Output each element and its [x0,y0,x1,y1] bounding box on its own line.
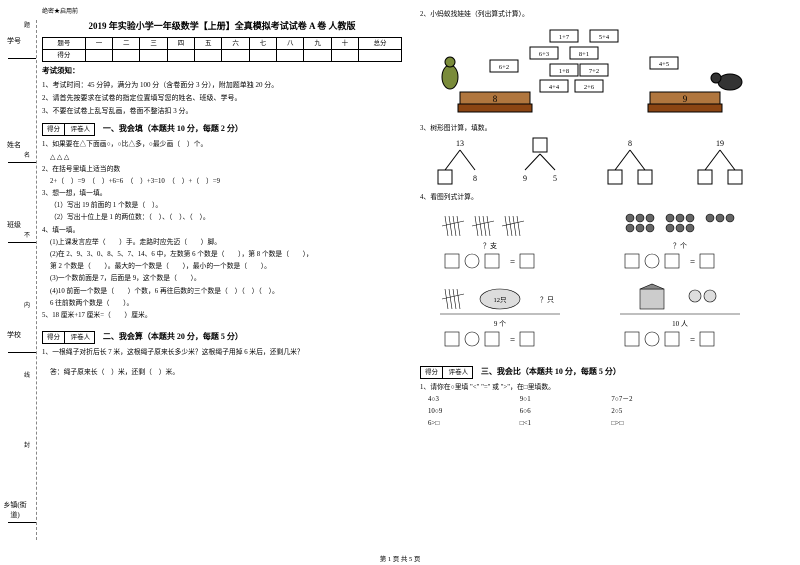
svg-text:？个: ？个 [673,242,687,250]
side-label-class: 班级 [4,220,24,230]
side-underline [8,162,36,163]
svg-text:9 个: 9 个 [494,320,506,328]
section-3-header: 得分 评卷人 三、我会比（本题共 10 分，每题 5 分） [420,362,780,381]
fold-mark: 内 [24,300,30,309]
svg-text:5: 5 [553,174,557,183]
svg-text:8: 8 [493,94,498,104]
svg-text:？支: ？支 [483,241,497,250]
ant-diagram: 8 9 1+7 5+4 6+3 6+2 8+1 1+8 4+5 4+4 2+6 … [420,22,770,122]
q4-l6: 6 往前数两个数是（ ）。 [50,299,402,309]
section-title: 三、我会比（本题共 10 分，每题 5 分） [481,367,621,376]
q1-shapes: △ △ △ [50,153,402,163]
svg-text:9: 9 [523,174,527,183]
side-label-id: 学号 [4,36,24,46]
q3: 3、想一想，填一填。 [42,189,402,199]
right-column: 2、小蚂蚁找娃娃（列出算式计算）。 8 9 1+7 5+4 6+3 6+2 8+… [420,8,780,431]
fold-mark: 不 [24,230,30,239]
svg-text:6+3: 6+3 [539,51,549,58]
s3-row: 6>□ □<1 □>□ [428,419,780,429]
svg-text:=: = [510,257,515,267]
s3-q1: 1、请你在○里填 "<" "=" 或 ">"，在□里填数。 [420,383,780,393]
side-underline [8,58,36,59]
svg-text:8: 8 [628,139,632,148]
q2-line: 2+（ ）=9 （ ）+6=6 （ ）+3=10 （ ）+（ ）=9 [50,177,402,187]
side-label-name: 姓名 [4,140,24,150]
instruction-item: 3、不要在试卷上乱写乱画，卷面不整洁扣 3 分。 [42,106,402,117]
instruction-item: 2、请首先按要求在试卷的指定位置填写您的姓名、班级、学号。 [42,93,402,104]
q4: 4、填一填。 [42,226,402,236]
left-column: 绝密★启用前 2019 年实验小学一年级数学【上册】全真模拟考试试卷 A 卷 人… [42,8,402,381]
fold-mark: 封 [24,440,30,449]
svg-text:9: 9 [683,94,688,104]
svg-text:6+2: 6+2 [499,64,509,71]
side-label-school: 学校 [4,330,24,340]
s2-q4: 4、看图列式计算。 [420,193,780,203]
s2-q1-ans: 答：绳子原来长（ ）米，还剩（ ）米。 [50,368,402,378]
page-footer: 第 1 页 共 5 页 [0,553,800,563]
svg-text:8+1: 8+1 [579,51,589,58]
side-underline [8,522,36,523]
side-label-town: 乡镇(街道) [0,500,30,520]
tree-diagram: 13 8 9 5 8 19 [420,136,770,191]
svg-text:10 人: 10 人 [672,320,688,328]
score-table: 题号 一 二 三 四 五 六 七 八 九 十 总分 得分 [42,37,402,62]
section-1-header: 得分 评卷人 一、我会填（本题共 10 分，每题 2 分） [42,119,402,138]
picture-problems: ？支 = ？个 = 12只 ？只 9 个 = [420,206,770,356]
section-title: 二、我会算（本题共 20 分，每题 5 分） [103,332,243,341]
q2: 2、在括号里填上适当的数 [42,165,402,175]
instruction-item: 1、考试时间：45 分钟，满分为 100 分（含卷面分 3 分），附加题单独 2… [42,80,402,91]
fold-mark: 名 [24,150,30,159]
side-underline [8,352,36,353]
page-content: 绝密★启用前 2019 年实验小学一年级数学【上册】全真模拟考试试卷 A 卷 人… [42,8,792,556]
scorebox: 得分 评卷人 [42,123,95,136]
svg-text:2+6: 2+6 [584,84,595,91]
svg-text:8: 8 [473,174,477,183]
svg-text:1+8: 1+8 [559,68,569,75]
q3-l1: （1）写出 19 前面的 1 个数是（ ）。 [50,201,402,211]
q4-l2: (2)在 2、9、3、0、8、5、7、14、6 中，左数第 6 个数是（ ），第… [50,250,402,260]
svg-text:=: = [510,335,515,345]
svg-text:=: = [690,335,695,345]
fold-mark: 线 [24,370,30,379]
exam-title: 2019 年实验小学一年级数学【上册】全真模拟考试试卷 A 卷 人教版 [42,20,402,33]
q4-l1: (1)上课发言应举（ ）手。走路时应先迈（ ）脚。 [50,238,402,248]
svg-text:5+4: 5+4 [599,34,610,41]
q4-l5: (4)10 前面一个数是（ ）个数，6 再往后数的三个数是（ ）（ ）（ ）。 [50,287,402,297]
s2-q3: 3、树形图计算，填数。 [420,124,780,134]
fold-mark: 题 [24,20,30,29]
q3-l2: （2）写出十位上是 1 的两位数：（ ）、（ ）、（ ）。 [50,213,402,223]
q4-l3: 第 2 个数是（ ）。最大的一个数是（ ），最小的一个数是（ ）。 [50,262,402,272]
s2-q1: 1、一根绳子对折后长 7 米，这根绳子原来长多少米？这根绳子用掉 6 米后，还剩… [42,348,402,358]
svg-text:19: 19 [716,139,724,148]
svg-text:1+7: 1+7 [559,34,570,41]
q5: 5、18 厘米+17 厘米=（ ）厘米。 [42,311,402,321]
confidential-tag: 绝密★启用前 [42,8,402,16]
side-underline [8,242,36,243]
section-2-header: 得分 评卷人 二、我会算（本题共 20 分，每题 5 分） [42,327,402,346]
section-title: 一、我会填（本题共 10 分，每题 2 分） [103,124,243,133]
s3-row: 10○9 6○6 2○5 [428,407,780,417]
scorebox: 得分 评卷人 [420,366,473,379]
svg-text:13: 13 [456,139,464,148]
svg-text:4+5: 4+5 [659,61,669,68]
binding-sidebar: 学号 姓名 班级 学校 乡镇(街道) 题 名 不 内 线 封 [0,0,42,565]
svg-text:12只: 12只 [494,296,508,304]
svg-text:4+4: 4+4 [549,84,560,91]
svg-text:？只: ？只 [540,296,554,304]
fold-line [36,20,37,540]
q4-l4: (3)一个数前面是 7，后面是 9，这个数是（ ）。 [50,274,402,284]
table-row: 得分 [43,50,402,62]
s3-row: 4○3 9○1 7○7－2 [428,395,780,405]
table-row: 题号 一 二 三 四 五 六 七 八 九 十 总分 [43,37,402,49]
scorebox: 得分 评卷人 [42,331,95,344]
q1: 1、如果要在△下面画○，○比△多，○最少画（ ）个。 [42,140,402,150]
instructions-heading: 考试须知： [42,66,402,77]
s2-q2: 2、小蚂蚁找娃娃（列出算式计算）。 [420,10,780,20]
svg-text:7+2: 7+2 [589,68,599,75]
svg-text:=: = [690,257,695,267]
